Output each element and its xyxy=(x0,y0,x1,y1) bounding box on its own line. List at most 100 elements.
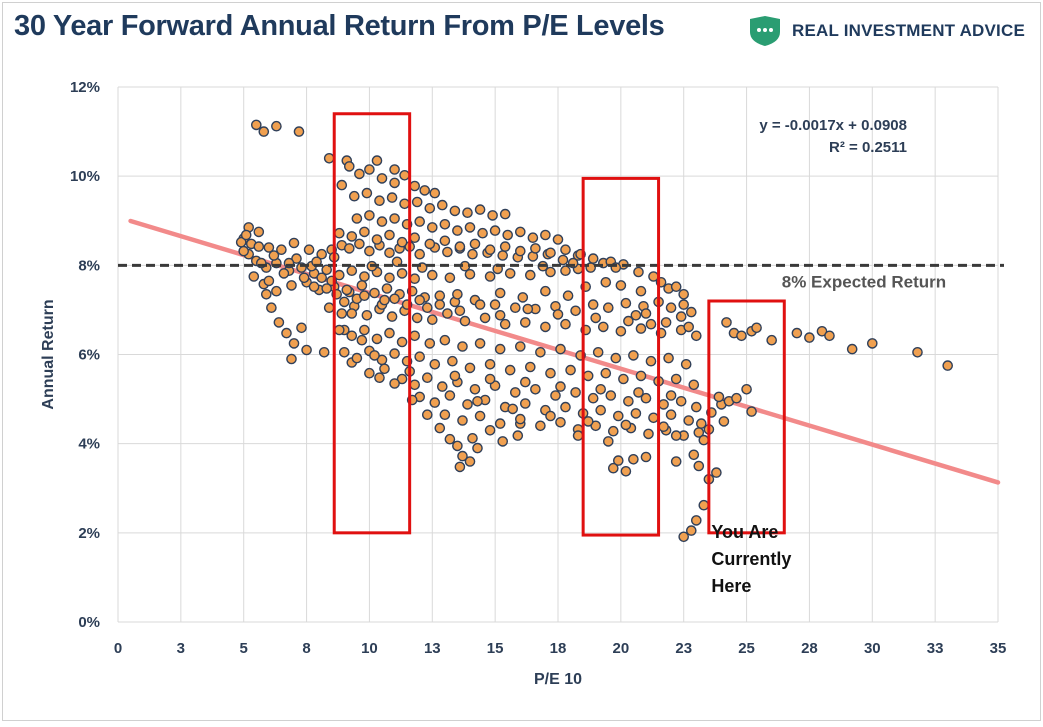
data-point xyxy=(535,346,546,358)
data-point xyxy=(389,177,400,189)
data-point xyxy=(494,418,506,429)
data-point xyxy=(670,281,682,293)
data-point xyxy=(346,231,358,242)
data-point xyxy=(434,290,446,302)
data-point xyxy=(555,381,566,392)
data-point xyxy=(582,370,594,382)
data-point xyxy=(718,416,730,427)
data-point xyxy=(399,169,410,181)
x-tick-label: 8 xyxy=(302,640,310,657)
data-point xyxy=(240,229,252,241)
data-point xyxy=(467,248,478,260)
data-point xyxy=(713,391,725,403)
data-point xyxy=(693,427,705,438)
data-point xyxy=(359,271,370,282)
data-point xyxy=(499,208,511,220)
data-point xyxy=(540,285,551,297)
data-point xyxy=(497,436,509,447)
data-point xyxy=(688,449,700,461)
data-point xyxy=(560,401,571,413)
data-point xyxy=(509,302,521,314)
brand-name: REAL INVESTMENT ADVICE xyxy=(792,21,1025,40)
y-tick-label: 2% xyxy=(78,525,100,542)
data-point xyxy=(454,241,466,252)
data-point xyxy=(545,247,556,259)
data-point xyxy=(615,325,627,337)
data-point xyxy=(271,120,282,132)
data-point xyxy=(623,315,634,327)
data-point xyxy=(670,430,682,441)
data-point xyxy=(356,280,368,291)
data-point xyxy=(364,210,375,221)
data-point xyxy=(615,280,627,291)
data-point xyxy=(351,352,363,364)
data-point xyxy=(253,241,265,252)
data-point xyxy=(263,275,275,287)
data-point xyxy=(389,293,400,305)
data-point xyxy=(271,285,282,297)
data-point xyxy=(635,285,647,297)
data-point xyxy=(670,373,682,385)
data-point xyxy=(351,213,363,224)
data-point xyxy=(633,387,644,398)
x-tick-label: 25 xyxy=(738,640,755,657)
data-point xyxy=(376,173,388,184)
data-point xyxy=(509,387,521,398)
data-point xyxy=(424,338,436,349)
data-point xyxy=(462,399,473,410)
annotation-line: You Are xyxy=(711,522,778,542)
data-point xyxy=(439,409,451,421)
data-point xyxy=(540,321,551,333)
data-point xyxy=(235,236,247,248)
data-point xyxy=(520,317,531,328)
data-point xyxy=(628,350,639,361)
data-point xyxy=(409,330,421,342)
data-point xyxy=(253,226,265,238)
data-point xyxy=(354,238,365,250)
data-point xyxy=(545,266,556,278)
data-point xyxy=(286,353,297,365)
data-point xyxy=(464,222,476,233)
data-point xyxy=(323,302,335,314)
data-point xyxy=(603,302,614,314)
data-point xyxy=(670,456,682,467)
data-point xyxy=(635,323,647,334)
x-tick-label: 23 xyxy=(675,640,692,657)
data-point xyxy=(419,185,431,196)
data-point xyxy=(698,434,710,446)
data-point xyxy=(250,119,262,131)
data-point xyxy=(374,372,385,384)
data-point xyxy=(587,253,599,264)
data-point xyxy=(321,283,333,294)
data-point xyxy=(678,299,690,310)
data-point xyxy=(384,247,395,259)
data-point xyxy=(560,244,571,255)
data-point xyxy=(359,226,370,238)
brand-logo: REAL INVESTMENT ADVICE xyxy=(748,16,1025,46)
data-point xyxy=(273,317,285,328)
data-point xyxy=(620,465,632,477)
data-point xyxy=(494,287,506,299)
data-point xyxy=(384,229,395,241)
data-point xyxy=(608,425,619,437)
data-point xyxy=(683,321,695,333)
data-point xyxy=(301,344,312,356)
data-point xyxy=(469,383,481,395)
data-point xyxy=(384,272,395,284)
x-tick-label: 30 xyxy=(864,640,881,657)
data-point xyxy=(429,358,441,370)
data-point xyxy=(409,232,421,243)
data-point xyxy=(281,327,292,339)
data-point xyxy=(691,330,702,342)
data-point xyxy=(487,210,498,221)
data-point xyxy=(550,390,561,401)
data-point xyxy=(613,455,624,466)
data-point xyxy=(688,379,700,391)
y-tick-label: 4% xyxy=(78,436,100,453)
data-point xyxy=(369,287,380,299)
brand-shield-icon xyxy=(750,16,781,46)
data-point xyxy=(361,187,373,199)
data-point xyxy=(298,272,310,284)
